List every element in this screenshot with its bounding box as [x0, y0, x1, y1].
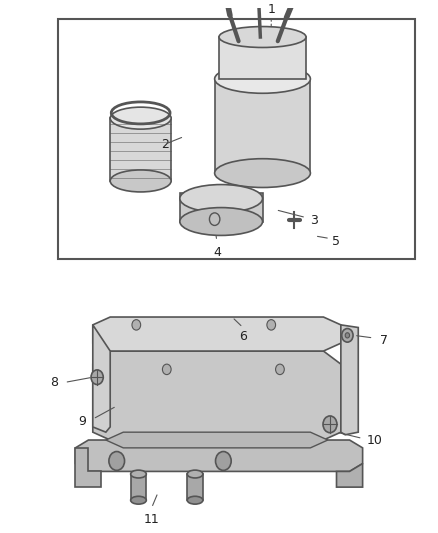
Ellipse shape — [187, 470, 203, 478]
FancyBboxPatch shape — [180, 193, 262, 222]
Text: 2: 2 — [161, 138, 169, 151]
FancyBboxPatch shape — [215, 79, 311, 173]
Text: 1: 1 — [267, 3, 275, 16]
Circle shape — [209, 213, 220, 225]
Polygon shape — [106, 432, 328, 448]
Ellipse shape — [215, 159, 311, 188]
FancyBboxPatch shape — [219, 37, 306, 79]
Text: 6: 6 — [239, 330, 247, 343]
Circle shape — [91, 370, 103, 384]
Circle shape — [345, 333, 350, 338]
Polygon shape — [341, 325, 358, 435]
Circle shape — [267, 320, 276, 330]
Circle shape — [342, 328, 353, 342]
Ellipse shape — [110, 170, 171, 192]
Polygon shape — [93, 325, 110, 432]
Circle shape — [162, 364, 171, 375]
Text: 11: 11 — [144, 513, 159, 526]
Text: 8: 8 — [50, 376, 58, 389]
Circle shape — [215, 451, 231, 471]
FancyBboxPatch shape — [131, 474, 146, 500]
Text: 10: 10 — [367, 433, 383, 447]
FancyBboxPatch shape — [110, 118, 171, 181]
Polygon shape — [336, 464, 363, 487]
Polygon shape — [93, 351, 341, 440]
Text: 5: 5 — [332, 235, 340, 248]
Ellipse shape — [180, 207, 262, 236]
Ellipse shape — [219, 27, 306, 47]
Circle shape — [323, 416, 337, 433]
Text: 4: 4 — [213, 246, 221, 260]
Ellipse shape — [187, 496, 203, 504]
Ellipse shape — [215, 64, 311, 93]
Text: 9: 9 — [78, 415, 86, 428]
Polygon shape — [75, 440, 363, 471]
Ellipse shape — [110, 107, 171, 129]
Ellipse shape — [180, 184, 262, 213]
Circle shape — [132, 320, 141, 330]
Polygon shape — [93, 317, 341, 351]
Circle shape — [109, 451, 124, 471]
Ellipse shape — [131, 470, 146, 478]
Polygon shape — [75, 448, 102, 487]
Text: 3: 3 — [311, 214, 318, 227]
Text: 7: 7 — [380, 334, 388, 347]
Circle shape — [276, 364, 284, 375]
Ellipse shape — [131, 496, 146, 504]
FancyBboxPatch shape — [187, 474, 203, 500]
